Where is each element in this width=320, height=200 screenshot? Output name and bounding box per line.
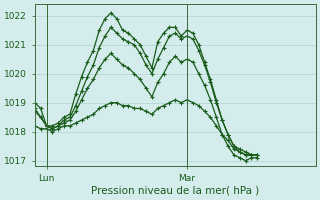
X-axis label: Pression niveau de la mer( hPa ): Pression niveau de la mer( hPa ) bbox=[91, 186, 260, 196]
